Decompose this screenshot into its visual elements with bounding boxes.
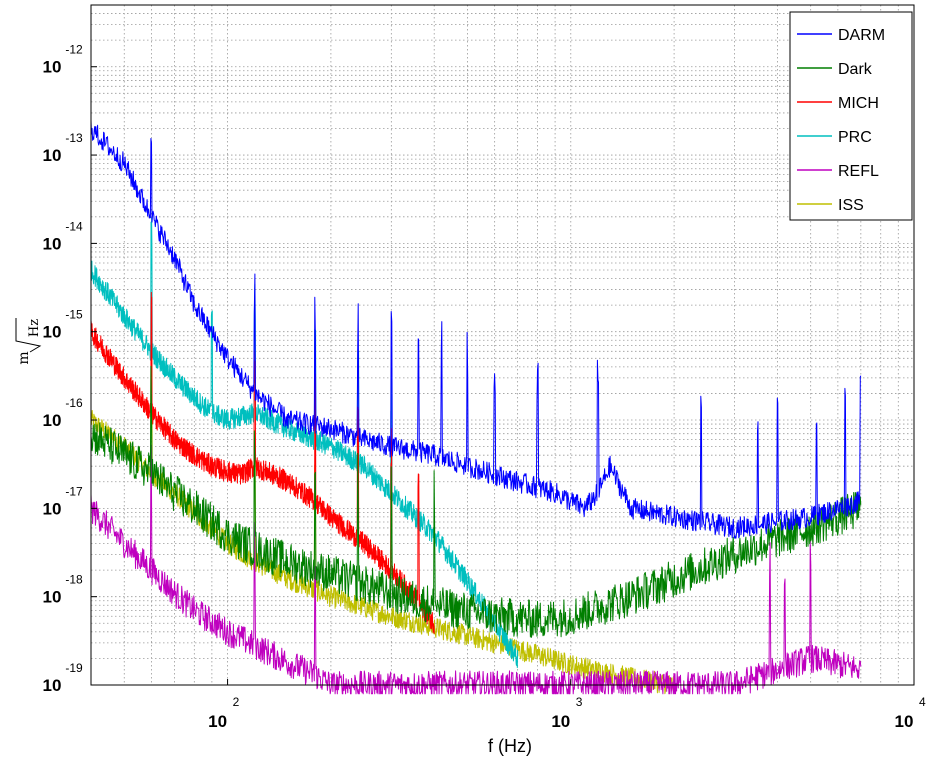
series-lines (90, 120, 862, 695)
y-tick-exponent: -19 (65, 661, 83, 675)
legend-label-darm: DARM (838, 27, 885, 44)
y-tick-exponent: -18 (65, 573, 83, 587)
y-tick-exponent: -17 (65, 484, 83, 498)
y-tick-exponent: -13 (65, 131, 83, 145)
series-line-darm (90, 120, 862, 539)
x-tick-exponent: 3 (576, 695, 583, 709)
axis-ticks: 10210310410-1210-1310-1410-1510-1610-171… (43, 43, 926, 731)
y-axis-title: m Hz (15, 318, 42, 365)
y-axis-title-denominator: Hz (27, 319, 42, 337)
series-line-dark (90, 365, 862, 638)
y-tick-label: 10 (43, 676, 62, 695)
y-tick-label: 10 (43, 323, 62, 342)
x-tick-label: 10 (895, 712, 914, 731)
legend-label-mich: MICH (838, 95, 879, 112)
plot-frame (90, 4, 915, 686)
legend-label-dark: Dark (838, 61, 873, 78)
y-tick-label: 10 (43, 411, 62, 430)
y-tick-exponent: -15 (65, 308, 83, 322)
legend-label-iss: ISS (838, 197, 864, 214)
legend-box (789, 11, 913, 221)
legend: DARM Dark MICH PRC REFL ISS (789, 11, 913, 221)
legend-entries: DARM Dark MICH PRC REFL ISS (797, 27, 885, 214)
series-line-mich (90, 291, 435, 634)
legend-label-prc: PRC (838, 129, 872, 146)
y-tick-label: 10 (43, 588, 62, 607)
y-tick-label: 10 (43, 58, 62, 77)
legend-label-refl: REFL (838, 163, 879, 180)
y-axis-title-numerator: m (16, 351, 32, 364)
y-tick-label: 10 (43, 234, 62, 253)
x-tick-exponent: 4 (919, 695, 926, 709)
y-tick-label: 10 (43, 499, 62, 518)
y-tick-label: 10 (43, 146, 62, 165)
y-tick-exponent: -16 (65, 396, 83, 410)
series-line-prc (90, 217, 519, 669)
y-axis-title-radical (15, 318, 42, 353)
x-tick-label: 10 (208, 712, 227, 731)
x-axis-title: f (Hz) (488, 736, 532, 756)
y-tick-exponent: -12 (65, 43, 83, 57)
x-tick-exponent: 2 (233, 695, 240, 709)
y-tick-exponent: -14 (65, 219, 83, 233)
x-tick-label: 10 (551, 712, 570, 731)
